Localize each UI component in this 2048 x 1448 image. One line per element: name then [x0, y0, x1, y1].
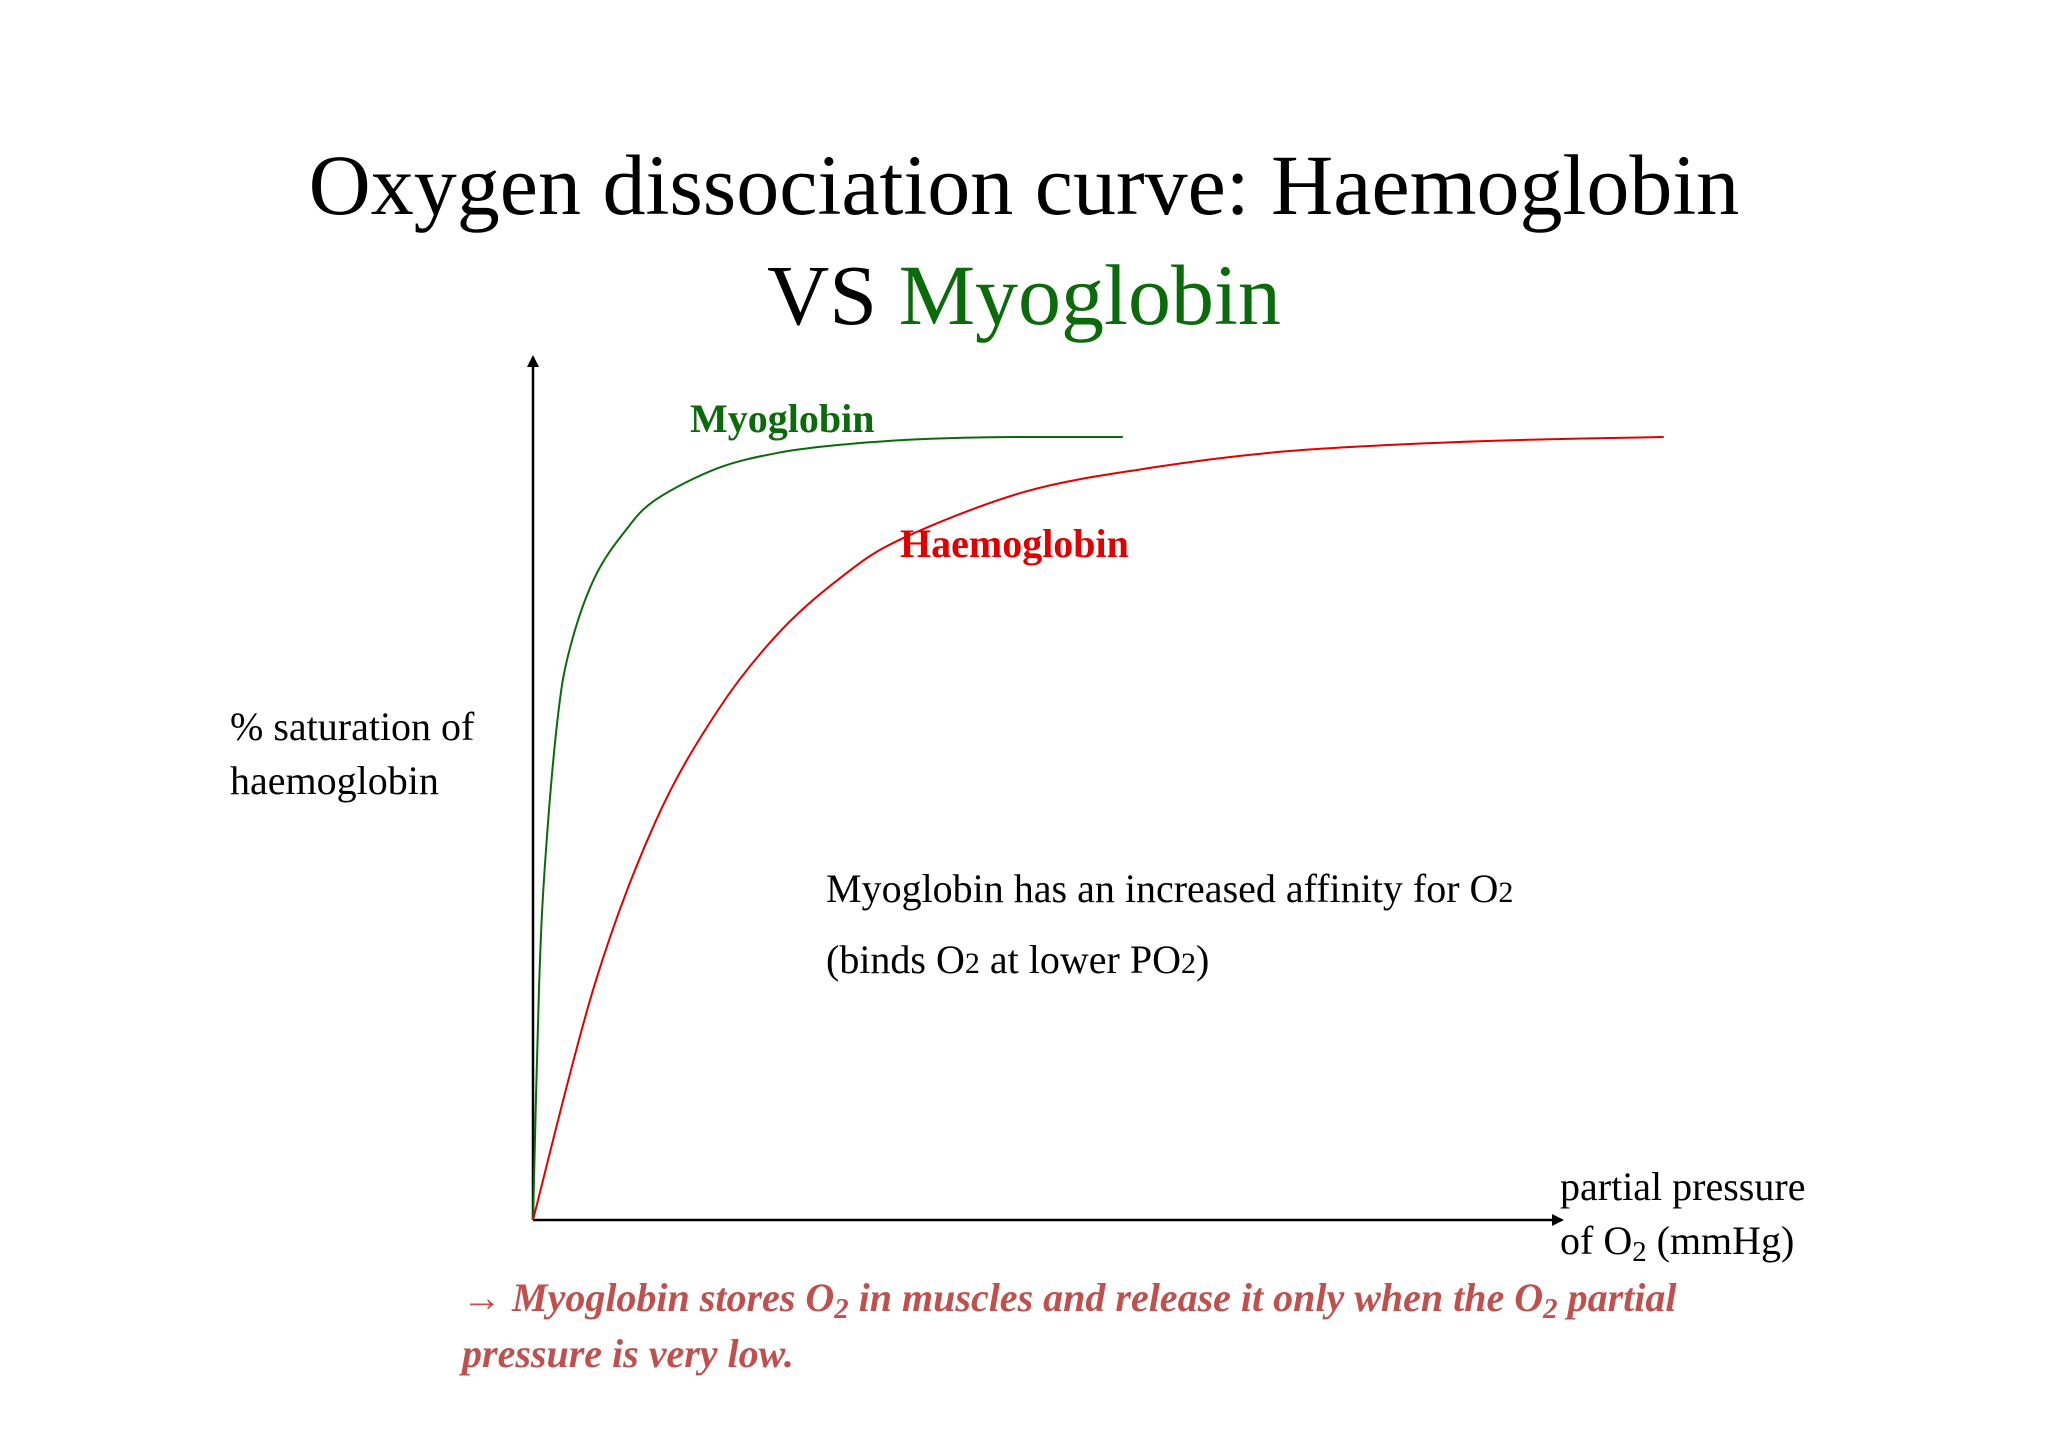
title-myoglobin: Myoglobin [898, 247, 1281, 343]
slide-title: Oxygen dissociation curve: Haemoglobin V… [0, 130, 2048, 350]
conclusion-sub-1: 2 [834, 1293, 849, 1326]
note-line-1-text: Myoglobin has an increased affinity for … [826, 866, 1499, 911]
title-line-1: Oxygen dissociation curve: Haemoglobin [308, 137, 1740, 233]
note-line-2-sub-2: 2 [1180, 947, 1196, 980]
x-axis-label-part-2: (mmHg) [1646, 1218, 1795, 1263]
y-axis-label: % saturation of haemoglobin [230, 700, 474, 808]
series-line-haemoglobin [532, 436, 1664, 1221]
conclusion-text: → Myoglobin stores O2 in muscles and rel… [462, 1270, 1762, 1382]
conclusion-part-2: in muscles and release it only when the … [848, 1275, 1544, 1320]
y-axis-label-line-2: haemoglobin [230, 758, 439, 803]
note-line-1-sub: 2 [1498, 876, 1514, 909]
x-axis-label: partial pressure of O2 (mmHg) [1560, 1160, 1805, 1268]
series-layer [532, 435, 1664, 1221]
x-axis-label-subscript: 2 [1632, 1236, 1647, 1269]
conclusion-sub-2: 2 [1543, 1293, 1558, 1326]
affinity-note: Myoglobin has an increased affinity for … [826, 855, 1513, 997]
title-line-2: VS Myoglobin [0, 240, 2048, 350]
note-line-2-part-1: (binds O [826, 937, 965, 982]
series-label-myoglobin: Myoglobin [690, 396, 875, 441]
note-line-2-part-2: at lower P [979, 937, 1153, 982]
x-axis-label-part-1: of O [1560, 1218, 1633, 1263]
x-axis-label-line-1: partial pressure [1560, 1164, 1806, 1209]
conclusion-part-1: → Myoglobin stores O [462, 1275, 835, 1320]
series-line-myoglobin [532, 435, 1123, 1221]
x-axis-label-line-2: of O2 (mmHg) [1560, 1214, 1805, 1268]
title-vs: VS [767, 247, 878, 343]
note-line-2-o: O [1152, 937, 1181, 982]
y-axis-label-line-1: % saturation of [230, 704, 475, 749]
affinity-note-line-1: Myoglobin has an increased affinity for … [826, 855, 1513, 926]
note-line-2-part-3: ) [1195, 937, 1210, 982]
conclusion-part-3: partial pressure is very low. [462, 1275, 1677, 1376]
series-label-haemoglobin: Haemoglobin [900, 521, 1129, 566]
note-line-2-sub-1: 2 [964, 947, 980, 980]
affinity-note-line-2: (binds O2 at lower PO2) [826, 926, 1513, 997]
